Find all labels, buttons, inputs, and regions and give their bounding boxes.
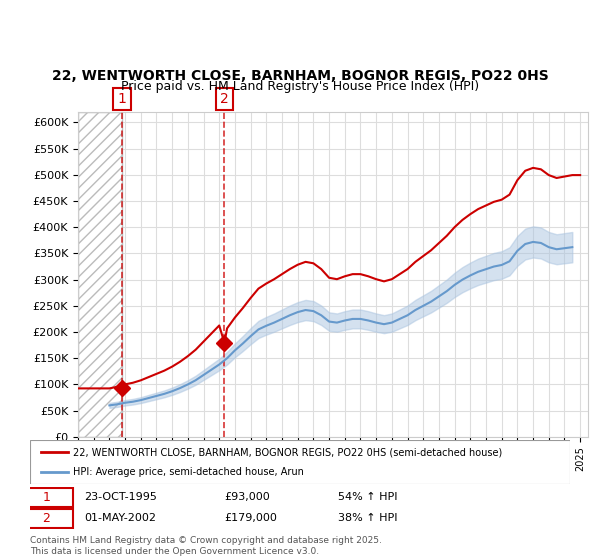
Text: 1: 1 [42, 491, 50, 504]
Text: 22, WENTWORTH CLOSE, BARNHAM, BOGNOR REGIS, PO22 0HS (semi-detached house): 22, WENTWORTH CLOSE, BARNHAM, BOGNOR REG… [73, 447, 502, 457]
Text: 38% ↑ HPI: 38% ↑ HPI [338, 514, 397, 523]
Text: 2: 2 [42, 512, 50, 525]
Text: 54% ↑ HPI: 54% ↑ HPI [338, 492, 397, 502]
Text: Price paid vs. HM Land Registry's House Price Index (HPI): Price paid vs. HM Land Registry's House … [121, 80, 479, 94]
FancyBboxPatch shape [19, 508, 73, 528]
Text: 01-MAY-2002: 01-MAY-2002 [84, 514, 156, 523]
Text: Contains HM Land Registry data © Crown copyright and database right 2025.
This d: Contains HM Land Registry data © Crown c… [30, 536, 382, 556]
Text: 2: 2 [220, 92, 229, 106]
Text: HPI: Average price, semi-detached house, Arun: HPI: Average price, semi-detached house,… [73, 467, 304, 477]
Text: £179,000: £179,000 [224, 514, 277, 523]
FancyBboxPatch shape [19, 488, 73, 507]
FancyBboxPatch shape [30, 440, 570, 484]
Text: 22, WENTWORTH CLOSE, BARNHAM, BOGNOR REGIS, PO22 0HS: 22, WENTWORTH CLOSE, BARNHAM, BOGNOR REG… [52, 69, 548, 83]
Text: £93,000: £93,000 [224, 492, 270, 502]
Bar [78, 112, 122, 437]
Text: 23-OCT-1995: 23-OCT-1995 [84, 492, 157, 502]
Text: 1: 1 [118, 92, 127, 106]
